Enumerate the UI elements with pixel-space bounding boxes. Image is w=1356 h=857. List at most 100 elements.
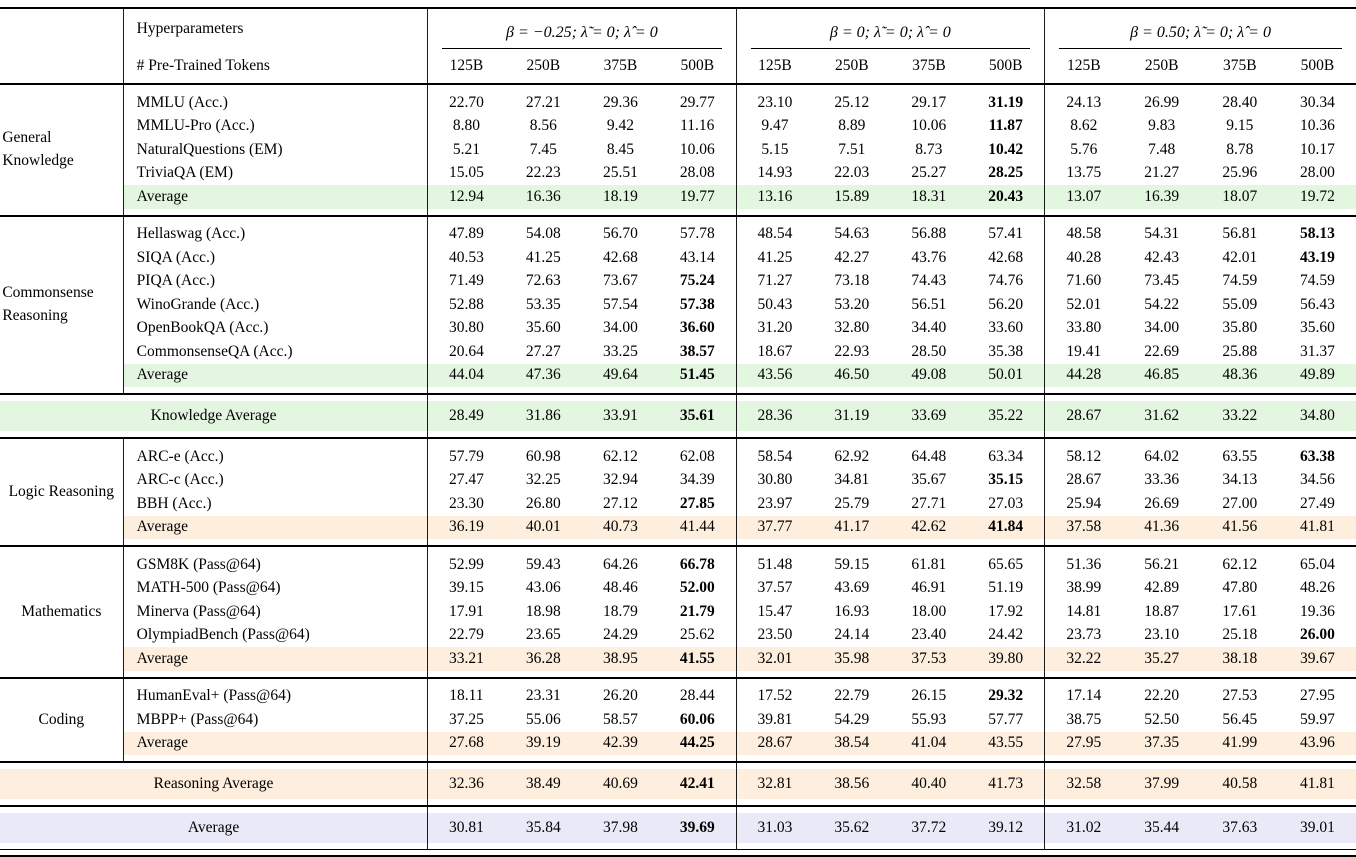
value-cell: 36.28 — [504, 647, 582, 671]
value-cell: 55.93 — [911, 710, 947, 728]
spacer-cell — [1279, 209, 1356, 216]
value-cell: 54.63 — [834, 225, 870, 243]
value-cell: 41.17 — [813, 515, 891, 539]
value-cell: 32.58 — [1044, 769, 1123, 799]
value-cell: 23.97 — [735, 492, 814, 516]
hyperparameters-label: Hyperparameters — [122, 8, 428, 49]
token-column-header: 500B — [1300, 56, 1335, 74]
value-cell: 15.05 — [427, 161, 505, 185]
value-cell: 28.67 — [1044, 468, 1123, 492]
value-cell: 26.15 — [911, 687, 947, 705]
value-cell: 42.89 — [1144, 579, 1180, 597]
table-header: Hyperparameters β = −0.25; λ̃ = 0; λ̂ = … — [0, 8, 1356, 84]
benchmark-name: OpenBookQA (Acc.) — [122, 316, 428, 340]
value-cell: 8.89 — [838, 117, 866, 135]
value-cell: 33.36 — [1144, 471, 1180, 489]
spacer-cell — [1123, 539, 1201, 546]
value-cell: 18.19 — [581, 185, 659, 209]
spacer-cell — [813, 216, 890, 223]
row-group-label-text: Commonsense Reasoning — [2, 284, 94, 324]
value-cell: 56.81 — [1222, 225, 1258, 243]
spacer-cell — [1201, 216, 1279, 223]
value-cell: 25.88 — [1222, 342, 1258, 360]
value-cell: 58.12 — [1044, 445, 1123, 469]
benchmark-name: BBH (Acc.) — [122, 492, 428, 516]
spacer-cell — [1201, 671, 1279, 678]
spacer-row — [0, 539, 1356, 546]
value-cell: 74.59 — [1222, 272, 1258, 290]
spacer-cell — [890, 762, 967, 769]
value-cell: 34.80 — [1278, 401, 1356, 431]
value-cell: 41.36 — [1122, 515, 1201, 539]
spacer-cell — [0, 678, 123, 685]
table-row: Average 33.21 36.28 38.95 41.55 32.01 35.98 37.… — [0, 647, 1356, 671]
value-cell: 63.55 — [1222, 447, 1258, 465]
value-cell: 44.28 — [1044, 363, 1123, 387]
value-cell: 59.43 — [525, 555, 561, 573]
group-header-2: β = 0; λ̃ = 0; λ̂ = 0 — [735, 8, 1045, 49]
value-cell: 43.55 — [967, 731, 1045, 755]
value-cell: 56.51 — [911, 295, 947, 313]
corner-cell — [0, 49, 123, 84]
benchmark-name: Hellaswag (Acc.) — [122, 222, 428, 246]
token-column-header: 500B — [680, 56, 715, 74]
value-cell: 37.35 — [1122, 731, 1201, 755]
spacer-cell — [0, 755, 123, 762]
row-group-label: Logic Reasoning — [0, 445, 123, 539]
spacer-cell — [890, 678, 967, 685]
value-cell: 63.34 — [988, 447, 1024, 465]
value-cell: 48.58 — [1044, 222, 1123, 246]
value-cell: 18.11 — [427, 684, 505, 708]
token-column-header: 375B — [603, 56, 638, 74]
spacer-cell — [1123, 438, 1201, 445]
spacer-cell — [1201, 387, 1279, 394]
spacer-cell — [1279, 394, 1356, 401]
value-cell: 25.27 — [911, 164, 947, 182]
value-cell: 27.68 — [427, 731, 505, 755]
spacer-cell — [0, 431, 428, 438]
value-cell: 8.56 — [529, 117, 557, 135]
spacer-cell — [735, 806, 814, 813]
value-cell: 25.94 — [1044, 492, 1123, 516]
spacer-cell — [1279, 539, 1356, 546]
spacer-cell — [427, 431, 505, 438]
spacer-cell — [659, 84, 736, 91]
value-cell: 42.27 — [834, 248, 870, 266]
table-row: MATH-500 (Pass@64) 39.15 43.06 48.46 52.00 37… — [0, 576, 1356, 600]
spacer-cell — [890, 806, 967, 813]
value-cell: 57.77 — [988, 710, 1024, 728]
value-cell: 35.61 — [658, 401, 737, 431]
value-cell: 39.81 — [735, 708, 814, 732]
spacer-row — [0, 843, 1356, 850]
table-row: SIQA (Acc.) 40.53 41.25 42.68 43.14 41.25 42.2… — [0, 246, 1356, 270]
spacer-cell — [427, 755, 505, 762]
table-row: Average 12.94 16.36 18.19 19.77 13.16 15.89 18.… — [0, 185, 1356, 209]
row-group-label-text: General Knowledge — [2, 129, 74, 169]
spacer-cell — [1279, 671, 1356, 678]
value-cell: 35.44 — [1122, 813, 1201, 843]
value-cell: 49.64 — [581, 363, 659, 387]
group-header-1: β = −0.25; λ̃ = 0; λ̂ = 0 — [427, 8, 737, 49]
value-cell: 43.06 — [525, 579, 561, 597]
value-cell: 5.76 — [1044, 138, 1123, 162]
spacer-cell — [1044, 806, 1123, 813]
value-cell: 43.56 — [735, 363, 814, 387]
spacer-cell — [813, 394, 890, 401]
value-cell: 57.79 — [427, 445, 505, 469]
value-cell: 74.59 — [1299, 272, 1335, 290]
value-cell: 27.12 — [602, 494, 638, 512]
spacer-cell — [582, 539, 659, 546]
benchmark-name: MMLU-Pro (Acc.) — [122, 114, 428, 138]
value-cell: 28.00 — [1299, 164, 1335, 182]
spacer-cell — [967, 806, 1044, 813]
value-cell: 9.42 — [606, 117, 634, 135]
value-cell: 33.60 — [988, 319, 1024, 337]
spacer-row — [0, 394, 1356, 401]
value-cell: 22.79 — [834, 687, 870, 705]
benchmark-name: MBPP+ (Pass@64) — [122, 708, 428, 732]
table-row: ARC-c (Acc.) 27.47 32.25 32.94 34.39 30.80 34.… — [0, 468, 1356, 492]
spacer-cell — [813, 431, 890, 438]
value-cell: 73.45 — [1144, 272, 1180, 290]
row-group-label: General Knowledge — [0, 91, 123, 209]
value-cell: 38.99 — [1044, 576, 1123, 600]
